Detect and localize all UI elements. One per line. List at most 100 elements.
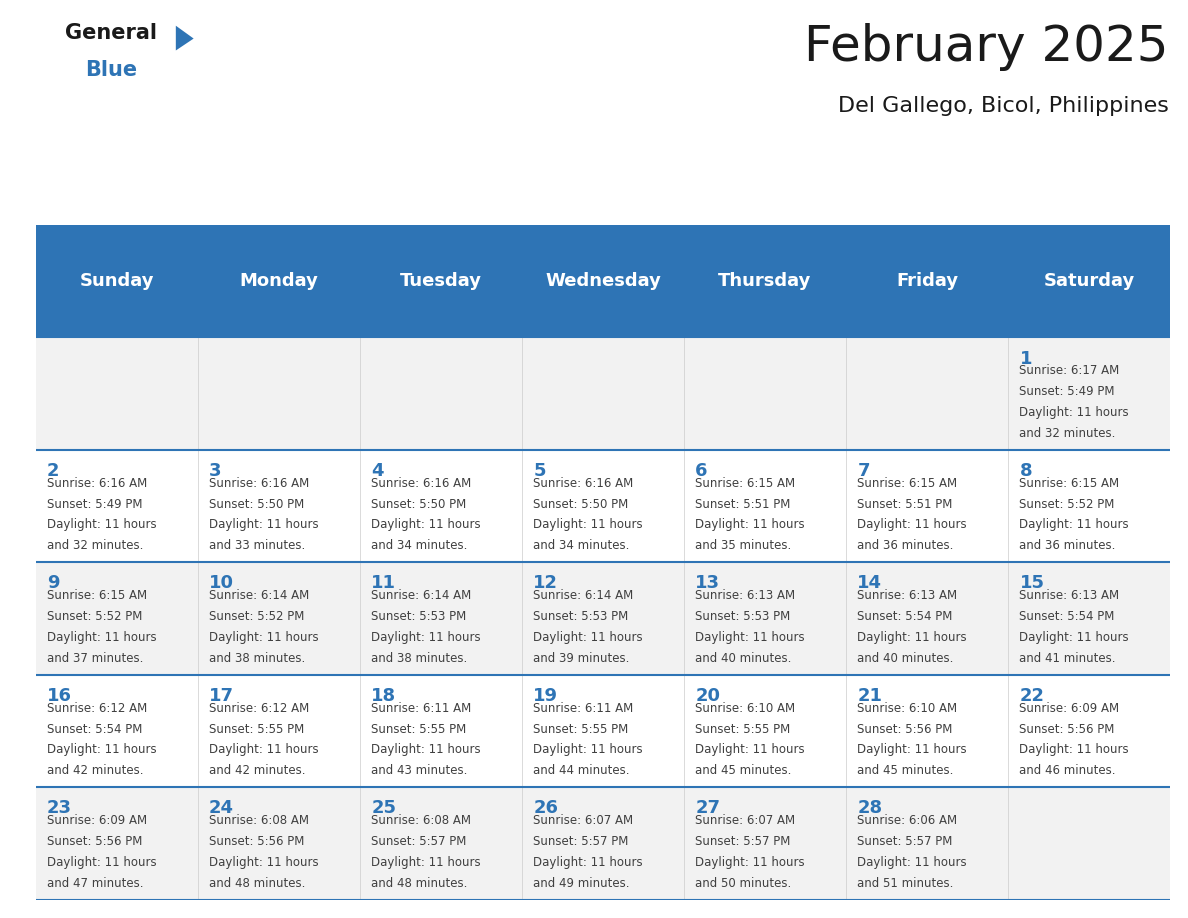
Text: and 36 minutes.: and 36 minutes. xyxy=(1019,539,1116,553)
Text: Sunset: 5:55 PM: Sunset: 5:55 PM xyxy=(371,722,467,735)
Text: Wednesday: Wednesday xyxy=(545,272,661,290)
Text: Sunset: 5:56 PM: Sunset: 5:56 PM xyxy=(858,722,953,735)
Text: and 46 minutes.: and 46 minutes. xyxy=(1019,764,1116,778)
Text: Sunrise: 6:08 AM: Sunrise: 6:08 AM xyxy=(209,814,309,827)
Text: 10: 10 xyxy=(209,575,234,592)
Text: and 45 minutes.: and 45 minutes. xyxy=(695,764,791,778)
Text: 9: 9 xyxy=(48,575,59,592)
Text: Daylight: 11 hours: Daylight: 11 hours xyxy=(48,631,157,644)
Text: Daylight: 11 hours: Daylight: 11 hours xyxy=(1019,631,1129,644)
Text: Sunrise: 6:07 AM: Sunrise: 6:07 AM xyxy=(533,814,633,827)
Text: Blue: Blue xyxy=(86,60,138,80)
Text: Sunrise: 6:07 AM: Sunrise: 6:07 AM xyxy=(695,814,796,827)
Bar xyxy=(36,675,1170,787)
Text: Sunrise: 6:16 AM: Sunrise: 6:16 AM xyxy=(371,476,472,490)
Text: and 41 minutes.: and 41 minutes. xyxy=(1019,652,1116,665)
Text: 20: 20 xyxy=(695,687,720,705)
Text: Sunrise: 6:15 AM: Sunrise: 6:15 AM xyxy=(48,589,147,602)
Text: Sunset: 5:54 PM: Sunset: 5:54 PM xyxy=(48,722,143,735)
Text: Monday: Monday xyxy=(239,272,318,290)
Text: Sunset: 5:55 PM: Sunset: 5:55 PM xyxy=(695,722,790,735)
Text: 2: 2 xyxy=(48,462,59,480)
Text: Daylight: 11 hours: Daylight: 11 hours xyxy=(858,744,967,756)
Text: Sunset: 5:51 PM: Sunset: 5:51 PM xyxy=(858,498,953,510)
Text: Daylight: 11 hours: Daylight: 11 hours xyxy=(533,519,643,532)
Text: Sunset: 5:57 PM: Sunset: 5:57 PM xyxy=(533,835,628,848)
Text: and 36 minutes.: and 36 minutes. xyxy=(858,539,954,553)
Text: Daylight: 11 hours: Daylight: 11 hours xyxy=(695,519,805,532)
Text: Sunset: 5:56 PM: Sunset: 5:56 PM xyxy=(1019,722,1114,735)
Text: 27: 27 xyxy=(695,800,720,817)
Text: Daylight: 11 hours: Daylight: 11 hours xyxy=(695,744,805,756)
Text: Sunrise: 6:09 AM: Sunrise: 6:09 AM xyxy=(48,814,147,827)
Text: 13: 13 xyxy=(695,575,720,592)
Text: 5: 5 xyxy=(533,462,545,480)
Text: Sunrise: 6:10 AM: Sunrise: 6:10 AM xyxy=(858,701,958,715)
Text: 4: 4 xyxy=(371,462,384,480)
Text: and 40 minutes.: and 40 minutes. xyxy=(858,652,954,665)
Text: 21: 21 xyxy=(858,687,883,705)
Text: 1: 1 xyxy=(1019,350,1032,367)
Text: Saturday: Saturday xyxy=(1043,272,1135,290)
Text: Sunset: 5:49 PM: Sunset: 5:49 PM xyxy=(1019,386,1116,398)
Text: Sunset: 5:52 PM: Sunset: 5:52 PM xyxy=(48,610,143,623)
Text: Daylight: 11 hours: Daylight: 11 hours xyxy=(371,856,481,868)
Text: Daylight: 11 hours: Daylight: 11 hours xyxy=(371,519,481,532)
Text: Sunset: 5:55 PM: Sunset: 5:55 PM xyxy=(533,722,628,735)
Text: and 45 minutes.: and 45 minutes. xyxy=(858,764,954,778)
Text: Sunset: 5:50 PM: Sunset: 5:50 PM xyxy=(533,498,628,510)
Text: Del Gallego, Bicol, Philippines: Del Gallego, Bicol, Philippines xyxy=(838,96,1169,117)
Bar xyxy=(36,450,1170,562)
Text: and 39 minutes.: and 39 minutes. xyxy=(533,652,630,665)
Text: and 38 minutes.: and 38 minutes. xyxy=(209,652,305,665)
Text: Sunset: 5:56 PM: Sunset: 5:56 PM xyxy=(209,835,304,848)
Text: 12: 12 xyxy=(533,575,558,592)
Text: Sunset: 5:50 PM: Sunset: 5:50 PM xyxy=(209,498,304,510)
Text: Sunset: 5:52 PM: Sunset: 5:52 PM xyxy=(1019,498,1114,510)
Text: Daylight: 11 hours: Daylight: 11 hours xyxy=(209,744,318,756)
Text: Sunset: 5:54 PM: Sunset: 5:54 PM xyxy=(1019,610,1114,623)
Text: and 34 minutes.: and 34 minutes. xyxy=(371,539,468,553)
Text: 17: 17 xyxy=(209,687,234,705)
Text: Sunrise: 6:15 AM: Sunrise: 6:15 AM xyxy=(695,476,796,490)
Text: Daylight: 11 hours: Daylight: 11 hours xyxy=(1019,744,1129,756)
Text: Daylight: 11 hours: Daylight: 11 hours xyxy=(371,744,481,756)
Text: 28: 28 xyxy=(858,800,883,817)
Text: Daylight: 11 hours: Daylight: 11 hours xyxy=(209,631,318,644)
Text: and 49 minutes.: and 49 minutes. xyxy=(533,877,630,890)
Text: Sunrise: 6:09 AM: Sunrise: 6:09 AM xyxy=(1019,701,1119,715)
Text: Sunset: 5:53 PM: Sunset: 5:53 PM xyxy=(371,610,467,623)
Text: 8: 8 xyxy=(1019,462,1032,480)
Text: Sunset: 5:55 PM: Sunset: 5:55 PM xyxy=(209,722,304,735)
Text: Sunset: 5:57 PM: Sunset: 5:57 PM xyxy=(371,835,467,848)
Text: Sunrise: 6:15 AM: Sunrise: 6:15 AM xyxy=(858,476,958,490)
Text: 22: 22 xyxy=(1019,687,1044,705)
Text: Daylight: 11 hours: Daylight: 11 hours xyxy=(533,744,643,756)
Text: and 32 minutes.: and 32 minutes. xyxy=(48,539,144,553)
Text: Sunrise: 6:08 AM: Sunrise: 6:08 AM xyxy=(371,814,472,827)
Text: Sunset: 5:56 PM: Sunset: 5:56 PM xyxy=(48,835,143,848)
Text: Sunset: 5:53 PM: Sunset: 5:53 PM xyxy=(695,610,790,623)
Text: Sunset: 5:54 PM: Sunset: 5:54 PM xyxy=(858,610,953,623)
Text: Daylight: 11 hours: Daylight: 11 hours xyxy=(858,519,967,532)
Text: Daylight: 11 hours: Daylight: 11 hours xyxy=(48,744,157,756)
Text: 19: 19 xyxy=(533,687,558,705)
Text: Sunrise: 6:12 AM: Sunrise: 6:12 AM xyxy=(209,701,309,715)
Text: Sunset: 5:57 PM: Sunset: 5:57 PM xyxy=(858,835,953,848)
Text: and 47 minutes.: and 47 minutes. xyxy=(48,877,144,890)
Text: 3: 3 xyxy=(209,462,222,480)
Text: 23: 23 xyxy=(48,800,72,817)
Text: Sunrise: 6:15 AM: Sunrise: 6:15 AM xyxy=(1019,476,1119,490)
Text: and 43 minutes.: and 43 minutes. xyxy=(371,764,468,778)
Text: 11: 11 xyxy=(371,575,396,592)
Text: Sunrise: 6:14 AM: Sunrise: 6:14 AM xyxy=(209,589,309,602)
Text: Sunrise: 6:06 AM: Sunrise: 6:06 AM xyxy=(858,814,958,827)
Text: 16: 16 xyxy=(48,687,72,705)
Text: Sunset: 5:49 PM: Sunset: 5:49 PM xyxy=(48,498,143,510)
Text: Daylight: 11 hours: Daylight: 11 hours xyxy=(858,631,967,644)
Text: Friday: Friday xyxy=(896,272,959,290)
Text: Daylight: 11 hours: Daylight: 11 hours xyxy=(1019,519,1129,532)
Text: Daylight: 11 hours: Daylight: 11 hours xyxy=(533,856,643,868)
Text: Daylight: 11 hours: Daylight: 11 hours xyxy=(1019,406,1129,419)
Text: Sunrise: 6:11 AM: Sunrise: 6:11 AM xyxy=(533,701,633,715)
